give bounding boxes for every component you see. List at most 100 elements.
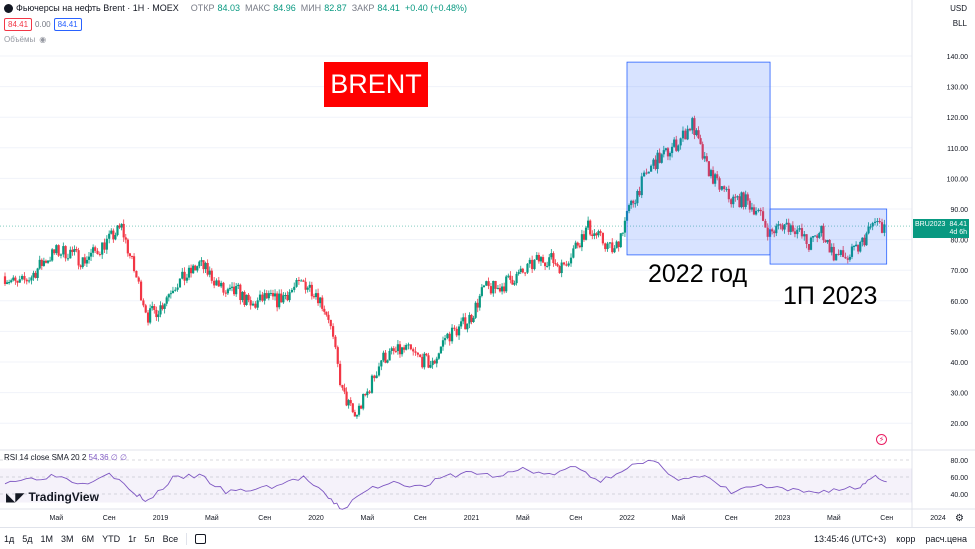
candle-body [114, 235, 117, 240]
tf-5y-button[interactable]: 5л [144, 533, 155, 544]
y-tick-label: 130.00 [947, 85, 969, 92]
candle-body [569, 257, 573, 264]
tf-ytd-button[interactable]: YTD [102, 533, 121, 544]
clock-text[interactable]: 13:45:46 (UTC+3) [814, 533, 887, 544]
candle-body [290, 289, 293, 293]
candle-body [822, 225, 825, 241]
tf-3m-button[interactable]: 3М [61, 533, 74, 544]
candle-body [403, 347, 406, 350]
candle-body [565, 264, 568, 266]
candle-body [62, 246, 65, 255]
candle-body [684, 130, 687, 140]
candle-body [319, 297, 322, 304]
volume-label[interactable]: Объёмы [4, 35, 36, 44]
candle-body [511, 279, 514, 285]
candle-body [472, 317, 475, 322]
corr-toggle[interactable]: корр [896, 533, 916, 544]
tf-6m-button[interactable]: 6М [81, 533, 95, 544]
spread-value: 0.00 [35, 20, 51, 29]
candle-body [286, 294, 289, 301]
y-tick-label: 50.00 [950, 329, 968, 336]
candle-body [155, 309, 158, 318]
candle-body [775, 225, 778, 234]
x-tick-label: Сен [414, 515, 427, 522]
candle-body [165, 297, 168, 304]
candle-body [297, 279, 300, 281]
x-tick-label: Сен [880, 515, 893, 522]
candle-body [278, 293, 281, 308]
x-tick-label: Май [49, 514, 63, 522]
x-tick-label: 2023 [775, 515, 791, 522]
candle-body [478, 295, 481, 308]
candle-body [859, 242, 862, 252]
candle-body [103, 242, 106, 250]
candle-body [591, 234, 594, 237]
buy-button[interactable]: 84.41 [53, 18, 82, 31]
candle-body [202, 260, 205, 270]
candle-body [108, 233, 111, 239]
symbol-title[interactable]: Фьючерсы на нефть Brent · 1Н · MOEX [16, 3, 179, 13]
candle-body [848, 256, 851, 260]
y-tick-label: 30.00 [950, 391, 968, 398]
candle-body [572, 248, 575, 258]
candle-body [705, 156, 708, 162]
candle-body [688, 128, 692, 131]
tf-5d-button[interactable]: 5д [22, 533, 33, 544]
rsi-extra: ∅ ∅ [110, 453, 127, 462]
eye-icon[interactable]: ◉ [39, 35, 47, 44]
candle-body [740, 192, 743, 208]
candle-body [507, 275, 510, 277]
tf-1d-button[interactable]: 1д [4, 533, 15, 544]
y-tick-label: 90.00 [950, 207, 968, 214]
candle-body [693, 118, 696, 135]
candle-body [200, 260, 203, 262]
candle-body [615, 241, 618, 249]
candle-body [630, 200, 633, 206]
unit-label[interactable]: BLL [952, 19, 967, 28]
candle-body [844, 256, 847, 259]
rsi-value: 54.36 [88, 453, 109, 462]
tf-1y-button[interactable]: 1г [128, 533, 137, 544]
tf-all-button[interactable]: Все [162, 533, 179, 544]
candle-body [744, 194, 747, 207]
candle-body [752, 207, 756, 215]
tf-1m-button[interactable]: 1М [40, 533, 54, 544]
candle-body [75, 249, 78, 251]
candle-body [128, 253, 132, 256]
candle-body [783, 224, 786, 230]
candle-body [153, 306, 156, 310]
candle-body [396, 344, 399, 352]
high-value: 84.96 [273, 3, 296, 13]
candle-body [69, 249, 72, 259]
candle-body [455, 328, 458, 336]
candle-body [576, 242, 579, 246]
candle-body [652, 159, 655, 166]
currency-label[interactable]: USD [950, 4, 967, 13]
tradingview-logo[interactable]: ◣◤ TradingView [6, 490, 99, 504]
candle-body [675, 139, 678, 151]
candle-body [550, 253, 553, 258]
candle-body [826, 239, 829, 243]
calc-price-toggle[interactable]: расч.цена [925, 533, 967, 544]
candle-body [30, 277, 33, 281]
candle-body [349, 400, 352, 404]
candle-body [697, 130, 700, 139]
gear-icon[interactable]: ⚙ [955, 513, 964, 524]
lightning-icon[interactable]: ⚡ [876, 434, 887, 445]
candle-body [351, 403, 354, 413]
candle-body [730, 199, 733, 205]
highlight-box [626, 61, 771, 256]
candle-body [14, 277, 17, 281]
candle-body [10, 280, 13, 282]
sell-button[interactable]: 84.41 [4, 18, 33, 31]
close-label: ЗАКР [351, 3, 375, 13]
candle-body [288, 292, 291, 301]
candle-body [431, 360, 434, 366]
rsi-legend[interactable]: RSI 14 close SMA 20 2 54.36 ∅ ∅ [4, 453, 127, 462]
candle-body [230, 286, 234, 288]
candle-body [746, 194, 749, 201]
calendar-icon[interactable] [195, 533, 207, 544]
rsi-line [4, 459, 887, 510]
candle-body [265, 293, 268, 299]
